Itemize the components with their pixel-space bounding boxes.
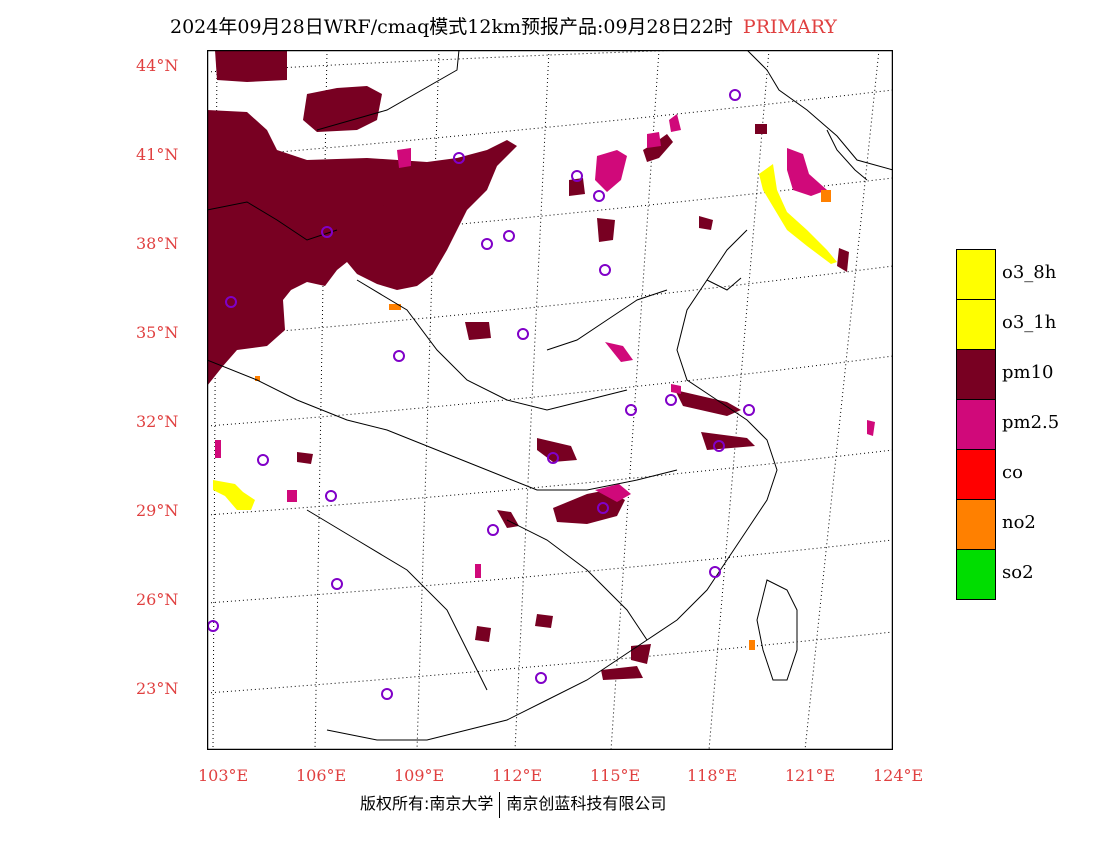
x-label-103e: 103°E (198, 766, 249, 785)
y-label-44n: 44°N (136, 56, 179, 75)
x-label-124e: 124°E (873, 766, 924, 785)
x-label-112e: 112°E (492, 766, 543, 785)
legend-swatch-o3-1h (956, 299, 996, 349)
footer-right: 南京创蓝科技有限公司 (506, 794, 667, 813)
footer-left: 版权所有:南京大学 (360, 794, 494, 813)
legend-label-o3-8h: o3_8h (1002, 262, 1057, 283)
boundaries (207, 50, 893, 741)
copyright-footer: 版权所有:南京大学 南京创蓝科技有限公司 (360, 790, 666, 818)
legend-label-so2: so2 (1002, 562, 1034, 583)
o3-regions (213, 164, 837, 510)
pm10-regions (207, 50, 849, 680)
y-label-41n: 41°N (136, 145, 179, 164)
legend-swatch-o3-8h (956, 249, 996, 299)
y-label-32n: 32°N (136, 412, 179, 431)
x-label-109e: 109°E (394, 766, 445, 785)
no2-regions (255, 190, 831, 650)
legend-swatch-pm25 (956, 399, 996, 449)
legend-swatch-no2 (956, 499, 996, 549)
pm25-regions (215, 114, 875, 578)
legend-label-o3-1h: o3_1h (1002, 312, 1057, 333)
legend-swatch-co (956, 449, 996, 499)
x-label-121e: 121°E (785, 766, 836, 785)
legend-label-pm10: pm10 (1002, 362, 1054, 383)
x-label-115e: 115°E (590, 766, 641, 785)
title-tag: PRIMARY (742, 16, 837, 38)
map-title: 2024年09月28日WRF/cmaq模式12km预报产品:09月28日22时 P… (170, 12, 837, 39)
y-label-29n: 29°N (136, 501, 179, 520)
y-label-26n: 26°N (136, 590, 179, 609)
y-label-35n: 35°N (136, 323, 179, 342)
legend-label-no2: no2 (1002, 512, 1036, 533)
x-label-106e: 106°E (296, 766, 347, 785)
x-label-118e: 118°E (687, 766, 738, 785)
title-text: 2024年09月28日WRF/cmaq模式12km预报产品:09月28日22时 (170, 16, 733, 38)
y-label-38n: 38°N (136, 234, 179, 253)
legend-swatch-so2 (956, 549, 996, 600)
legend-label-pm25: pm2.5 (1002, 412, 1060, 433)
station-markers (207, 89, 755, 700)
pollutant-map (207, 50, 893, 750)
legend-swatch-pm10 (956, 349, 996, 399)
y-label-23n: 23°N (136, 679, 179, 698)
legend-label-co: co (1002, 462, 1023, 483)
map-frame (207, 50, 893, 750)
footer-separator (499, 791, 501, 818)
